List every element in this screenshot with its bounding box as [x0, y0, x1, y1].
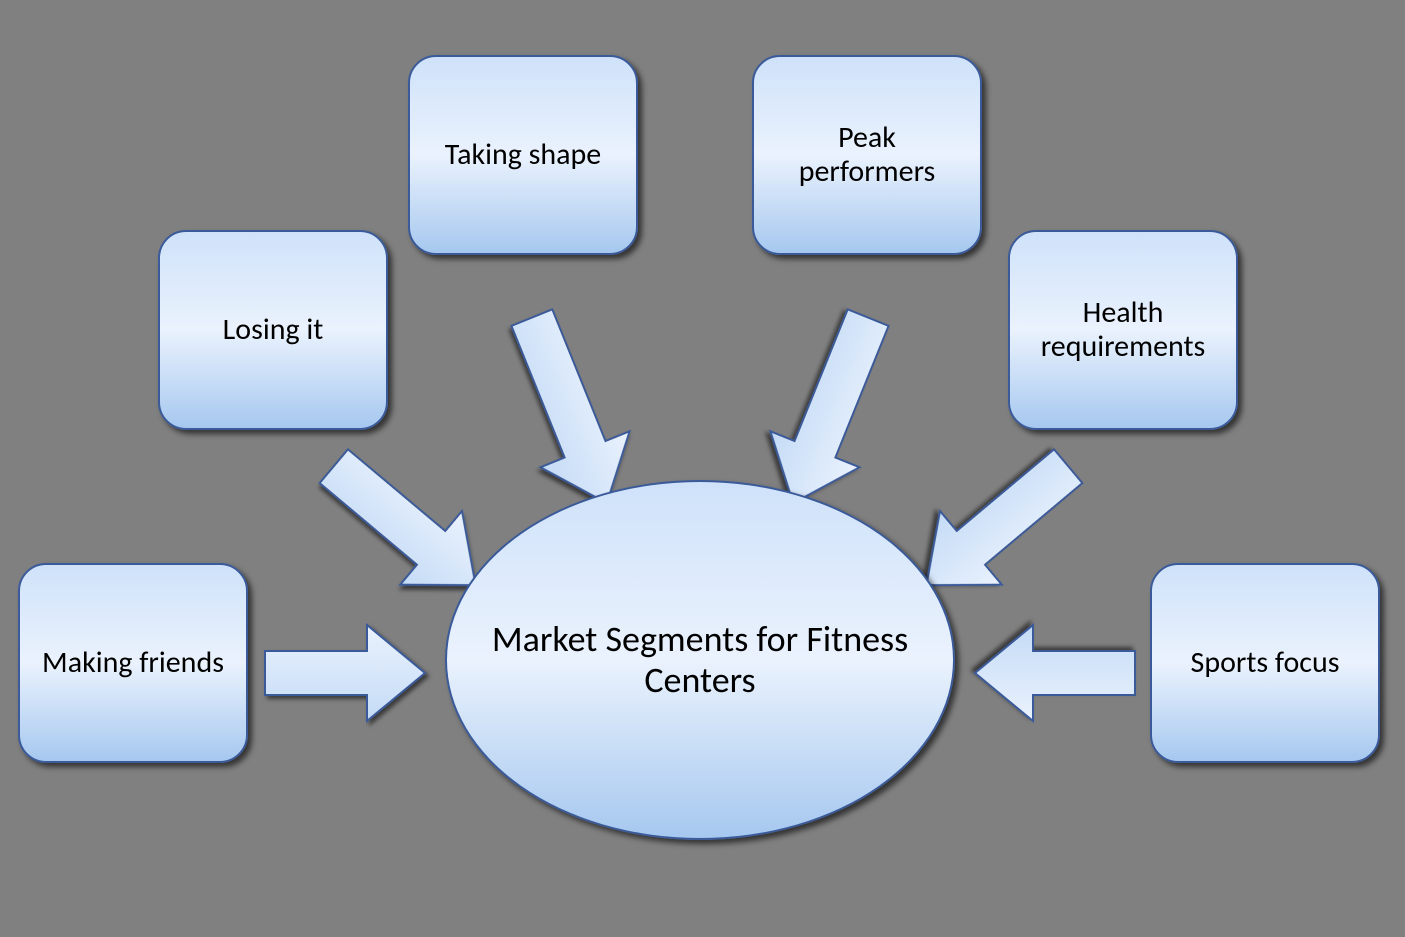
- node-making-friends: Making friends: [18, 563, 248, 763]
- node-peak-performers: Peak performers: [752, 55, 982, 255]
- node-taking-shape: Taking shape: [408, 55, 638, 255]
- node-sports-focus: Sports focus: [1150, 563, 1380, 763]
- arrow-0: [260, 620, 430, 726]
- center-node: Market Segments for Fitness Centers: [445, 480, 955, 840]
- arrow-180: [970, 620, 1140, 726]
- node-health-req: Health requirements: [1008, 230, 1238, 430]
- node-losing-it: Losing it: [158, 230, 388, 430]
